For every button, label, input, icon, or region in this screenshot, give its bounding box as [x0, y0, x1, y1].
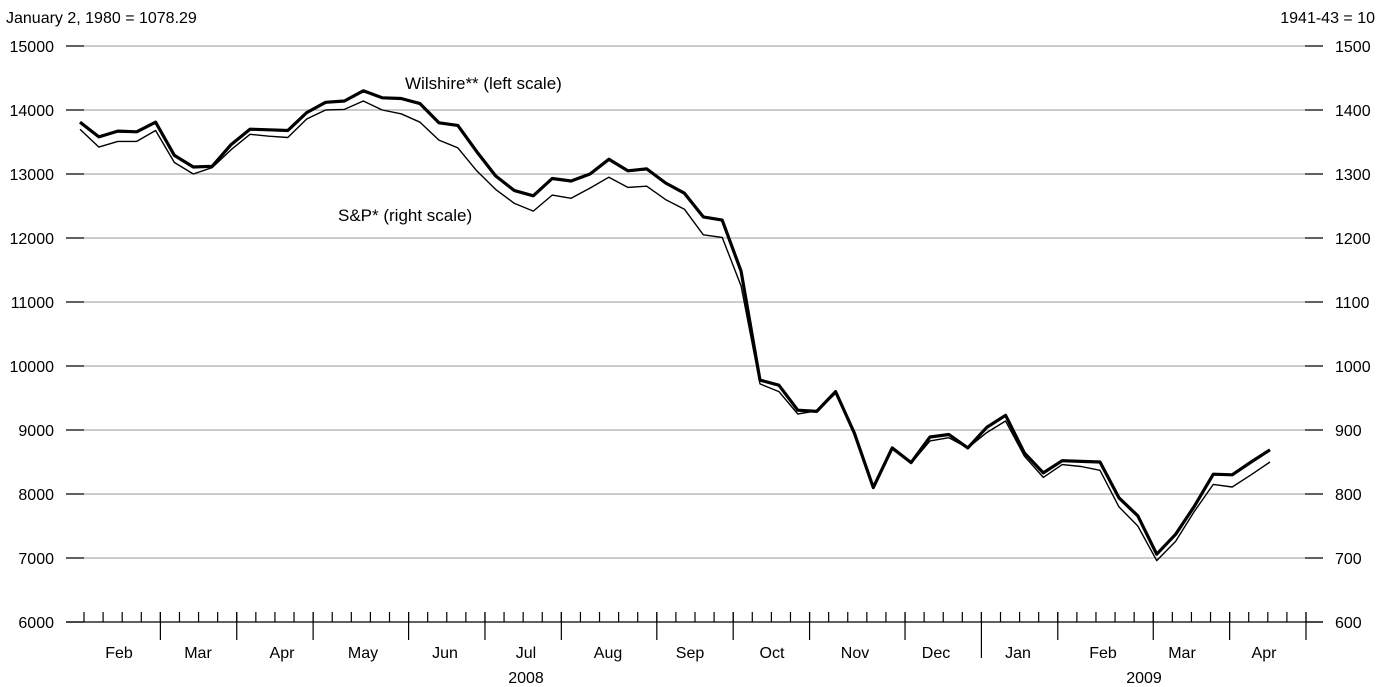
- month-label: Apr: [270, 645, 296, 662]
- month-label: Jul: [516, 645, 536, 662]
- axes: [66, 45, 1323, 623]
- x-axis-ticks: [83, 612, 1307, 658]
- left-axis-tick-label: 6000: [18, 615, 54, 632]
- left-axis-tick-label: 11000: [11, 295, 54, 312]
- right-scale-base-note: 1941-43 = 10: [1280, 10, 1375, 27]
- left-axis-tick-label: 14000: [10, 103, 55, 120]
- year-label: 2009: [1126, 670, 1162, 687]
- month-label: Mar: [184, 645, 212, 662]
- month-label: Feb: [105, 645, 133, 662]
- month-label: Apr: [1252, 645, 1278, 662]
- series-label-sp: S&P* (right scale): [338, 206, 472, 225]
- right-axis-tick-label: 600: [1335, 615, 1362, 632]
- right-axis-tick-label: 900: [1335, 423, 1362, 440]
- left-axis-tick-label: 10000: [10, 359, 55, 376]
- right-axis-tick-label: 700: [1335, 551, 1362, 568]
- month-label: Oct: [760, 645, 785, 662]
- left-axis-tick-label: 9000: [18, 423, 54, 440]
- month-label: Sep: [676, 645, 705, 662]
- month-label: Jun: [432, 645, 458, 662]
- left-axis-tick-label: 7000: [18, 551, 54, 568]
- right-axis-tick-label: 800: [1335, 487, 1362, 504]
- left-axis-tick-labels: 6000 7000 8000 9000 10000 11000 12000 13000 1400…: [10, 39, 55, 632]
- series-label-wilshire: Wilshire** (left scale): [405, 74, 562, 93]
- year-label: 2008: [508, 670, 544, 687]
- right-axis-tick-label: 1400: [1335, 103, 1371, 120]
- month-label: Nov: [841, 645, 869, 662]
- right-axis-tick-label: 1200: [1335, 231, 1371, 248]
- series-line-sp: [79, 100, 1271, 562]
- series-lines: [79, 89, 1271, 562]
- month-label: Mar: [1168, 645, 1196, 662]
- right-axis-tick-label: 1100: [1335, 295, 1370, 312]
- left-axis-tick-label: 13000: [10, 167, 55, 184]
- gridlines: [84, 45, 1305, 559]
- left-scale-base-note: January 2, 1980 = 1078.29: [6, 10, 197, 27]
- x-axis-month-labels: Feb Mar Apr May Jun Jul Aug Sep Oct Nov Dec Jan Feb M…: [105, 645, 1277, 687]
- right-axis-tick-label: 1000: [1335, 359, 1371, 376]
- right-axis-tick-label: 1300: [1335, 167, 1371, 184]
- right-axis-tick-label: 1500: [1335, 39, 1371, 56]
- left-axis-tick-label: 15000: [10, 39, 55, 56]
- series-line-wilshire: [79, 89, 1271, 556]
- month-label: Dec: [922, 645, 950, 662]
- month-label: Feb: [1089, 645, 1117, 662]
- left-axis-tick-label: 12000: [10, 231, 55, 248]
- right-axis-tick-labels: 600 700 800 900 1000 1100 1200 1300 1400 1500: [1335, 39, 1371, 632]
- month-label: Jan: [1005, 645, 1031, 662]
- month-label: Aug: [594, 645, 622, 662]
- month-label: May: [348, 645, 378, 662]
- left-axis-tick-label: 8000: [18, 487, 54, 504]
